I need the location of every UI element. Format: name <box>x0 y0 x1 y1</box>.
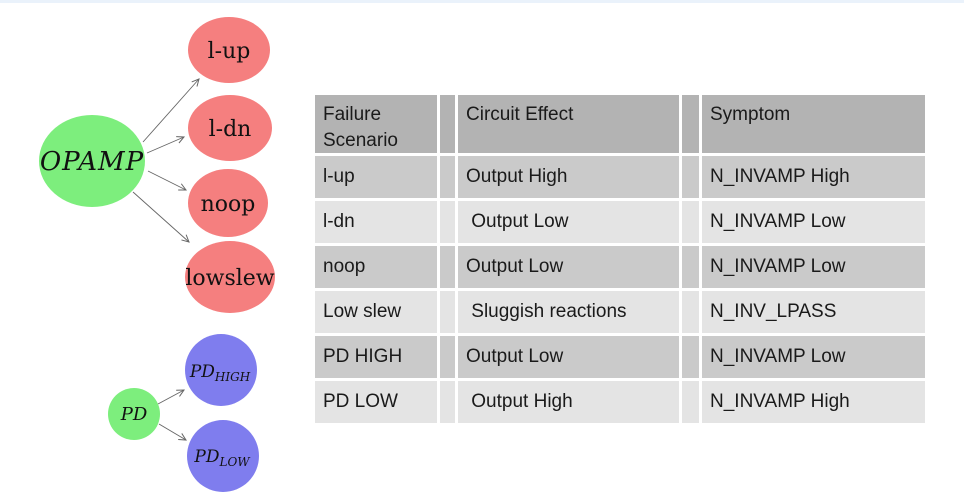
spacer-cell <box>682 381 699 423</box>
lowslew-ellipse <box>185 241 275 313</box>
pd-label: PD <box>120 404 148 425</box>
spacer-cell <box>440 201 455 243</box>
spacer-cell <box>682 336 699 378</box>
cell-scenario: l-up <box>315 156 437 198</box>
spacer-cell <box>440 381 455 423</box>
spacer-cell <box>440 336 455 378</box>
spacer-cell <box>440 156 455 198</box>
node-pd: PD <box>108 388 160 440</box>
noop-label: noop <box>201 192 256 217</box>
pd-low-circle <box>187 420 259 492</box>
cell-scenario: Low slew <box>315 291 437 333</box>
noop-ellipse <box>188 169 268 237</box>
cell-effect: Output High <box>458 156 679 198</box>
edge-opamp-noop <box>147 170 187 191</box>
pd-low-label: PDLOW <box>193 447 251 469</box>
edge-opamp-ldn <box>146 136 186 154</box>
pd-low-base: PD <box>193 447 219 467</box>
node-noop: noop <box>188 169 268 237</box>
pd-high-circle <box>185 334 257 406</box>
spacer-cell <box>440 246 455 288</box>
pd-high-label: PDHIGH <box>189 362 251 384</box>
top-accent-strip <box>0 0 964 3</box>
spacer-cell <box>682 201 699 243</box>
cell-effect: Output Low <box>458 336 679 378</box>
cell-symptom: N_INVAMP Low <box>702 336 925 378</box>
opamp-edges <box>132 78 200 243</box>
header-symptom: Symptom <box>702 95 925 153</box>
pd-high-base: PD <box>189 362 215 382</box>
cell-symptom: N_INVAMP High <box>702 156 925 198</box>
spacer-cell <box>682 291 699 333</box>
cell-symptom: N_INVAMP Low <box>702 246 925 288</box>
spacer-cell <box>440 291 455 333</box>
node-lowslew: lowslew <box>185 241 275 313</box>
cell-effect: Output Low <box>458 201 679 243</box>
node-ldn: l-dn <box>188 95 272 161</box>
header-spacer-1 <box>440 95 455 153</box>
node-opamp: OPAMP <box>39 115 145 207</box>
cell-effect: Sluggish reactions <box>458 291 679 333</box>
pd-edges <box>157 389 187 441</box>
edge-pd-low <box>158 423 187 441</box>
header-circuit-effect: Circuit Effect <box>458 95 679 153</box>
lowslew-label: lowslew <box>185 266 274 291</box>
lup-label: l-up <box>208 39 251 64</box>
cell-scenario: l-dn <box>315 201 437 243</box>
ldn-label: l-dn <box>209 117 252 142</box>
cell-effect: Output High <box>458 381 679 423</box>
cell-scenario: PD LOW <box>315 381 437 423</box>
header-failure-scenario: Failure Scenario <box>315 95 437 153</box>
edge-opamp-lup <box>142 78 200 143</box>
cell-scenario: noop <box>315 246 437 288</box>
pd-circle <box>108 388 160 440</box>
edge-pd-high <box>157 389 185 405</box>
cell-symptom: N_INV_LPASS <box>702 291 925 333</box>
opamp-ellipse <box>39 115 145 207</box>
cell-scenario: PD HIGH <box>315 336 437 378</box>
ldn-ellipse <box>188 95 272 161</box>
lup-ellipse <box>188 17 270 83</box>
pd-high-sub: HIGH <box>214 370 251 384</box>
pd-low-sub: LOW <box>218 455 251 469</box>
edge-opamp-lowslew <box>132 191 190 243</box>
node-pd-high: PDHIGH <box>185 334 257 406</box>
opamp-label: OPAMP <box>40 147 144 177</box>
node-pd-low: PDLOW <box>187 420 259 492</box>
header-spacer-2 <box>682 95 699 153</box>
cell-symptom: N_INVAMP Low <box>702 201 925 243</box>
spacer-cell <box>682 156 699 198</box>
failure-table: Failure Scenario Circuit Effect Symptom … <box>315 95 925 423</box>
cell-symptom: N_INVAMP High <box>702 381 925 423</box>
node-lup: l-up <box>188 17 270 83</box>
cell-effect: Output Low <box>458 246 679 288</box>
spacer-cell <box>682 246 699 288</box>
